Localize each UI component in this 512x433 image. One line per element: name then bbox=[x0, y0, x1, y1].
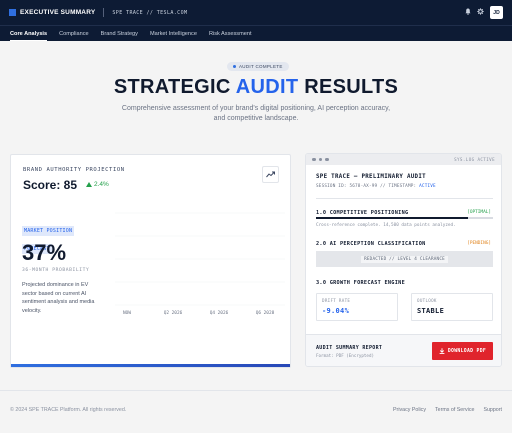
score-delta-value: 2.4% bbox=[94, 181, 109, 188]
terms-of-service-link[interactable]: Terms of Service bbox=[434, 407, 475, 413]
trending-icon bbox=[266, 171, 275, 178]
privacy-policy-link[interactable]: Privacy Policy bbox=[393, 407, 426, 413]
window-dot-icon bbox=[312, 157, 316, 162]
badge-label: AUDIT COMPLETE bbox=[239, 64, 283, 69]
avatar[interactable]: JD bbox=[490, 6, 503, 19]
support-link[interactable]: Support bbox=[483, 407, 502, 413]
audit-title: SPE TRACE — PRELIMINARY AUDIT bbox=[316, 174, 426, 180]
gear-icon[interactable] bbox=[477, 8, 484, 17]
main-nav: Core Analysis Compliance Brand Strategy … bbox=[0, 25, 512, 41]
top-header: EXECUTIVE SUMMARY SPE TRACE // TESLA.COM… bbox=[0, 0, 512, 25]
section-ai-perception-title: 2.0 AI PERCEPTION CLASSIFICATION bbox=[316, 241, 426, 247]
probability-value: 37% bbox=[22, 240, 67, 265]
header-divider bbox=[103, 8, 105, 17]
trend-chart-button[interactable] bbox=[262, 166, 279, 183]
tab-core-analysis[interactable]: Core Analysis bbox=[10, 26, 48, 41]
authority-label: BRAND AUTHORITY PROJECTION bbox=[23, 167, 125, 173]
chart-x-tick-label: Q4 2026 bbox=[210, 310, 229, 316]
download-pdf-button[interactable]: DOWNLOAD PDF bbox=[432, 342, 493, 360]
breadcrumb: SPE TRACE // TESLA.COM bbox=[112, 9, 188, 16]
forecast-tag-line-2: FORECAST bbox=[22, 244, 52, 254]
section-ai-perception-status: [PENDING] bbox=[467, 241, 491, 246]
download-icon bbox=[439, 348, 445, 354]
section-competitive-title: 1.0 COMPETITIVE POSITIONING bbox=[316, 210, 409, 216]
chart-x-tick-label: Q6 2028 bbox=[256, 310, 275, 316]
session-id: SESSION ID: 5678-AX-99 // TIMESTAMP: bbox=[316, 184, 420, 189]
section-competitive-note: Cross-reference complete. 14,500 data po… bbox=[316, 223, 456, 228]
forecast-chart: NOW Q2 2026 Q4 2026 Q6 2028 bbox=[115, 212, 285, 316]
card-accent-bar bbox=[11, 364, 290, 367]
score-delta: 2.4% bbox=[86, 181, 109, 188]
metric-label: DRIFT RATE bbox=[322, 298, 351, 303]
redacted-block: REDACTED // LEVEL 4 CLEARANCE bbox=[316, 251, 493, 267]
title-part-1: STRATEGIC bbox=[113, 76, 236, 98]
trend-up-icon bbox=[86, 182, 92, 187]
metric-value: STABLE bbox=[417, 307, 445, 315]
audit-status-badge: AUDIT COMPLETE bbox=[227, 62, 289, 71]
page-subtitle: Comprehensive assessment of your brand's… bbox=[121, 105, 391, 122]
window-dot-icon bbox=[325, 157, 329, 162]
tab-brand-strategy[interactable]: Brand Strategy bbox=[100, 30, 138, 37]
bell-icon[interactable] bbox=[465, 8, 471, 17]
tab-compliance[interactable]: Compliance bbox=[59, 30, 89, 37]
chart-x-tick-label: NOW bbox=[123, 310, 131, 316]
status-dot-icon bbox=[233, 65, 236, 68]
divider bbox=[316, 198, 493, 199]
competitive-progress-bar bbox=[316, 217, 493, 219]
chart-x-tick-label: Q2 2026 bbox=[164, 310, 183, 316]
title-accent: AUDIT bbox=[235, 76, 299, 98]
page-title: STRATEGIC AUDIT RESULTS bbox=[0, 76, 512, 99]
app-title: EXECUTIVE SUMMARY bbox=[20, 9, 96, 16]
title-part-2: RESULTS bbox=[298, 76, 399, 98]
footer-divider bbox=[0, 390, 512, 391]
metric-label: OUTLOOK bbox=[417, 298, 437, 303]
metric-drift-rate: DRIFT RATE -9.04% bbox=[316, 293, 398, 321]
tab-market-intelligence[interactable]: Market Intelligence bbox=[149, 30, 197, 37]
section-growth-title: 3.0 GROWTH FORECAST ENGINE bbox=[316, 280, 406, 286]
copyright: © 2024 SPE TRACE Platform. All rights re… bbox=[10, 407, 127, 413]
forecast-description: Projected dominance in EV sector based o… bbox=[22, 282, 95, 315]
metric-outlook: OUTLOOK STABLE bbox=[411, 293, 493, 321]
tab-risk-assessment[interactable]: Risk Assessment bbox=[208, 30, 252, 37]
forecast-tag-line-1: MARKET POSITION bbox=[22, 226, 75, 236]
download-label: DOWNLOAD PDF bbox=[447, 348, 487, 354]
logo-icon bbox=[9, 9, 16, 16]
terminal-titlebar: SYS.LOG ACTIVE bbox=[306, 154, 501, 165]
system-status: SYS.LOG ACTIVE bbox=[454, 157, 495, 162]
footer-links: Privacy Policy Terms of Service Support bbox=[393, 407, 502, 413]
section-competitive-status: [OPTIMAL] bbox=[467, 210, 491, 215]
metric-value: -9.04% bbox=[322, 307, 350, 315]
probability-label: 36-MONTH PROBABILITY bbox=[22, 268, 90, 273]
report-title: AUDIT SUMMARY REPORT bbox=[316, 345, 383, 351]
preliminary-audit-panel: SYS.LOG ACTIVE SPE TRACE — PRELIMINARY A… bbox=[305, 153, 502, 367]
report-format: Format: PDF (Encrypted) bbox=[316, 353, 374, 358]
session-info: SESSION ID: 5678-AX-99 // TIMESTAMP: ACT… bbox=[316, 184, 436, 189]
window-dot-icon bbox=[318, 157, 322, 162]
report-footer: AUDIT SUMMARY REPORT Format: PDF (Encryp… bbox=[306, 334, 501, 366]
redacted-label: REDACTED // LEVEL 4 CLEARANCE bbox=[361, 255, 448, 263]
market-position-forecast-tag: MARKET POSITION FORECAST bbox=[22, 219, 75, 255]
progress-fill bbox=[316, 217, 469, 219]
brand-authority-card: BRAND AUTHORITY PROJECTION Score: 85 2.4… bbox=[10, 154, 291, 368]
authority-score: Score: 85 bbox=[23, 178, 78, 192]
session-status: ACTIVE bbox=[419, 184, 436, 189]
header-actions: JD bbox=[465, 6, 503, 19]
